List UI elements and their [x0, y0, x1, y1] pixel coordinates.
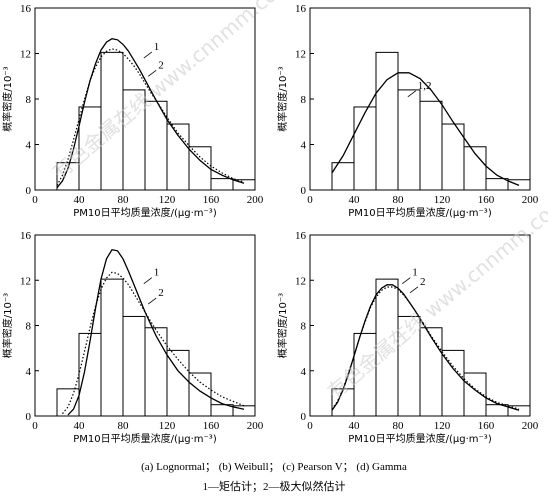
- x-tick-label: 120: [159, 420, 176, 432]
- histogram-bar: [78, 332, 102, 417]
- histogram-bar: [210, 178, 234, 191]
- curve-label-leader: [407, 90, 417, 98]
- caption-subfigures: (a) Lognormal； (b) Weibull； (c) Pearson …: [141, 461, 407, 473]
- x-tick-label: 0: [307, 420, 313, 432]
- x-tick-label: 200: [522, 194, 539, 206]
- panel-c: 0 40 80 120 160 2000481216PM10日平均质量浓度/(μg·m⁻³…: [1, 230, 264, 445]
- x-axis-label: PM10日平均质量浓度/(μg·m⁻³): [348, 206, 492, 219]
- y-tick-label: 0: [301, 411, 307, 423]
- y-tick-label: 8: [301, 321, 307, 333]
- x-tick-label: 160: [478, 420, 495, 432]
- histogram-bar: [419, 327, 443, 417]
- x-tick-label: 160: [478, 194, 495, 206]
- x-axis-label: PM10日平均质量浓度/(μg·m⁻³): [73, 206, 217, 219]
- histogram-bar: [122, 315, 146, 417]
- x-tick-label: 80: [393, 420, 405, 432]
- y-axis-label: 概率密度/10⁻³: [1, 66, 14, 131]
- fit-curve-1: [56, 38, 245, 189]
- y-tick-label: 0: [26, 185, 32, 197]
- x-tick-label: 40: [74, 420, 86, 432]
- curve-label: 2: [158, 59, 164, 71]
- x-tick-label: 40: [349, 194, 361, 206]
- y-tick-label: 8: [26, 321, 32, 333]
- histogram-bar: [463, 372, 487, 417]
- x-tick-label: 0: [32, 420, 38, 432]
- y-tick-label: 16: [20, 3, 32, 15]
- x-tick-label: 200: [247, 420, 264, 432]
- y-tick-label: 16: [295, 230, 307, 242]
- curve-label-leader: [147, 69, 157, 77]
- curve-label-leader: [409, 286, 419, 294]
- caption-legend: 1—矩估计；2—极大似然估计: [202, 481, 346, 493]
- histogram-bar: [441, 349, 465, 417]
- x-tick-label: 200: [247, 194, 264, 206]
- y-axis-label: 概率密度/10⁻³: [276, 293, 289, 358]
- curve-label: 2: [420, 276, 426, 288]
- y-tick-label: 16: [20, 230, 32, 242]
- curve-label: 1,2: [418, 80, 432, 92]
- x-tick-label: 0: [32, 194, 38, 206]
- y-tick-label: 0: [26, 411, 32, 423]
- fit-curve-2: [331, 286, 520, 410]
- x-tick-label: 120: [434, 420, 451, 432]
- y-tick-label: 4: [26, 366, 32, 378]
- curve-label-leader: [143, 277, 153, 285]
- y-tick-label: 8: [26, 94, 32, 106]
- curve-label-leader: [402, 277, 411, 285]
- x-tick-label: 80: [118, 194, 130, 206]
- x-tick-label: 120: [434, 194, 451, 206]
- x-tick-label: 160: [203, 194, 220, 206]
- histogram-bar: [375, 51, 399, 191]
- panel-d: 0 40 80 120 160 200 0 4 8 12 16 PM10日平均质量浓度/(μg·m⁻³…: [276, 230, 539, 445]
- histogram-bar: [188, 372, 212, 417]
- histogram-bar: [419, 100, 443, 191]
- histogram-bar: [397, 89, 421, 191]
- x-axis-label: PM10日平均质量浓度/(μg·m⁻³): [348, 432, 492, 445]
- fit-curve-2: [62, 271, 245, 415]
- x-tick-label: 120: [159, 194, 176, 206]
- y-tick-label: 16: [295, 3, 307, 15]
- y-tick-label: 4: [26, 140, 32, 152]
- y-tick-label: 4: [301, 366, 307, 378]
- curve-label: 2: [158, 287, 164, 299]
- x-tick-label: 160: [203, 420, 220, 432]
- fit-curve-1: [331, 284, 520, 411]
- x-tick-label: 0: [307, 194, 313, 206]
- curve-label: 1: [154, 41, 160, 53]
- x-tick-label: 40: [349, 420, 361, 432]
- curve-label-leader: [143, 51, 153, 59]
- curve-label: 1: [412, 267, 418, 279]
- x-tick-label: 80: [393, 194, 405, 206]
- x-tick-label: 200: [522, 420, 539, 432]
- x-tick-label: 40: [74, 194, 86, 206]
- y-tick-label: 4: [301, 140, 307, 152]
- y-tick-label: 8: [301, 94, 307, 106]
- fit-curve-1: [67, 248, 245, 416]
- x-axis-label: PM10日平均质量浓度/(μg·m⁻³): [73, 432, 217, 445]
- histogram-bar: [485, 178, 509, 191]
- y-tick-label: 0: [301, 185, 307, 197]
- y-tick-label: 12: [20, 275, 31, 287]
- panel-b: 0 40 80 120 160 200 0 4 8 12 16 PM10日平均质量浓度/(μg·m⁻³…: [276, 3, 539, 219]
- y-tick-label: 12: [20, 49, 31, 61]
- curve-label-leader: [147, 297, 157, 305]
- panel-a: 0 40 80 120 160 2000481216PM10日平均质量浓度/(μg·m⁻³…: [1, 3, 264, 219]
- x-tick-label: 80: [118, 420, 130, 432]
- histogram-bar: [100, 278, 124, 417]
- y-tick-label: 12: [295, 49, 306, 61]
- curve-label: 1: [154, 267, 160, 279]
- fit-curve-1-2: [331, 72, 520, 187]
- y-tick-label: 12: [295, 275, 306, 287]
- histogram-bar: [353, 106, 377, 191]
- y-axis-label: 概率密度/10⁻³: [276, 66, 289, 131]
- y-axis-label: 概率密度/10⁻³: [1, 293, 14, 358]
